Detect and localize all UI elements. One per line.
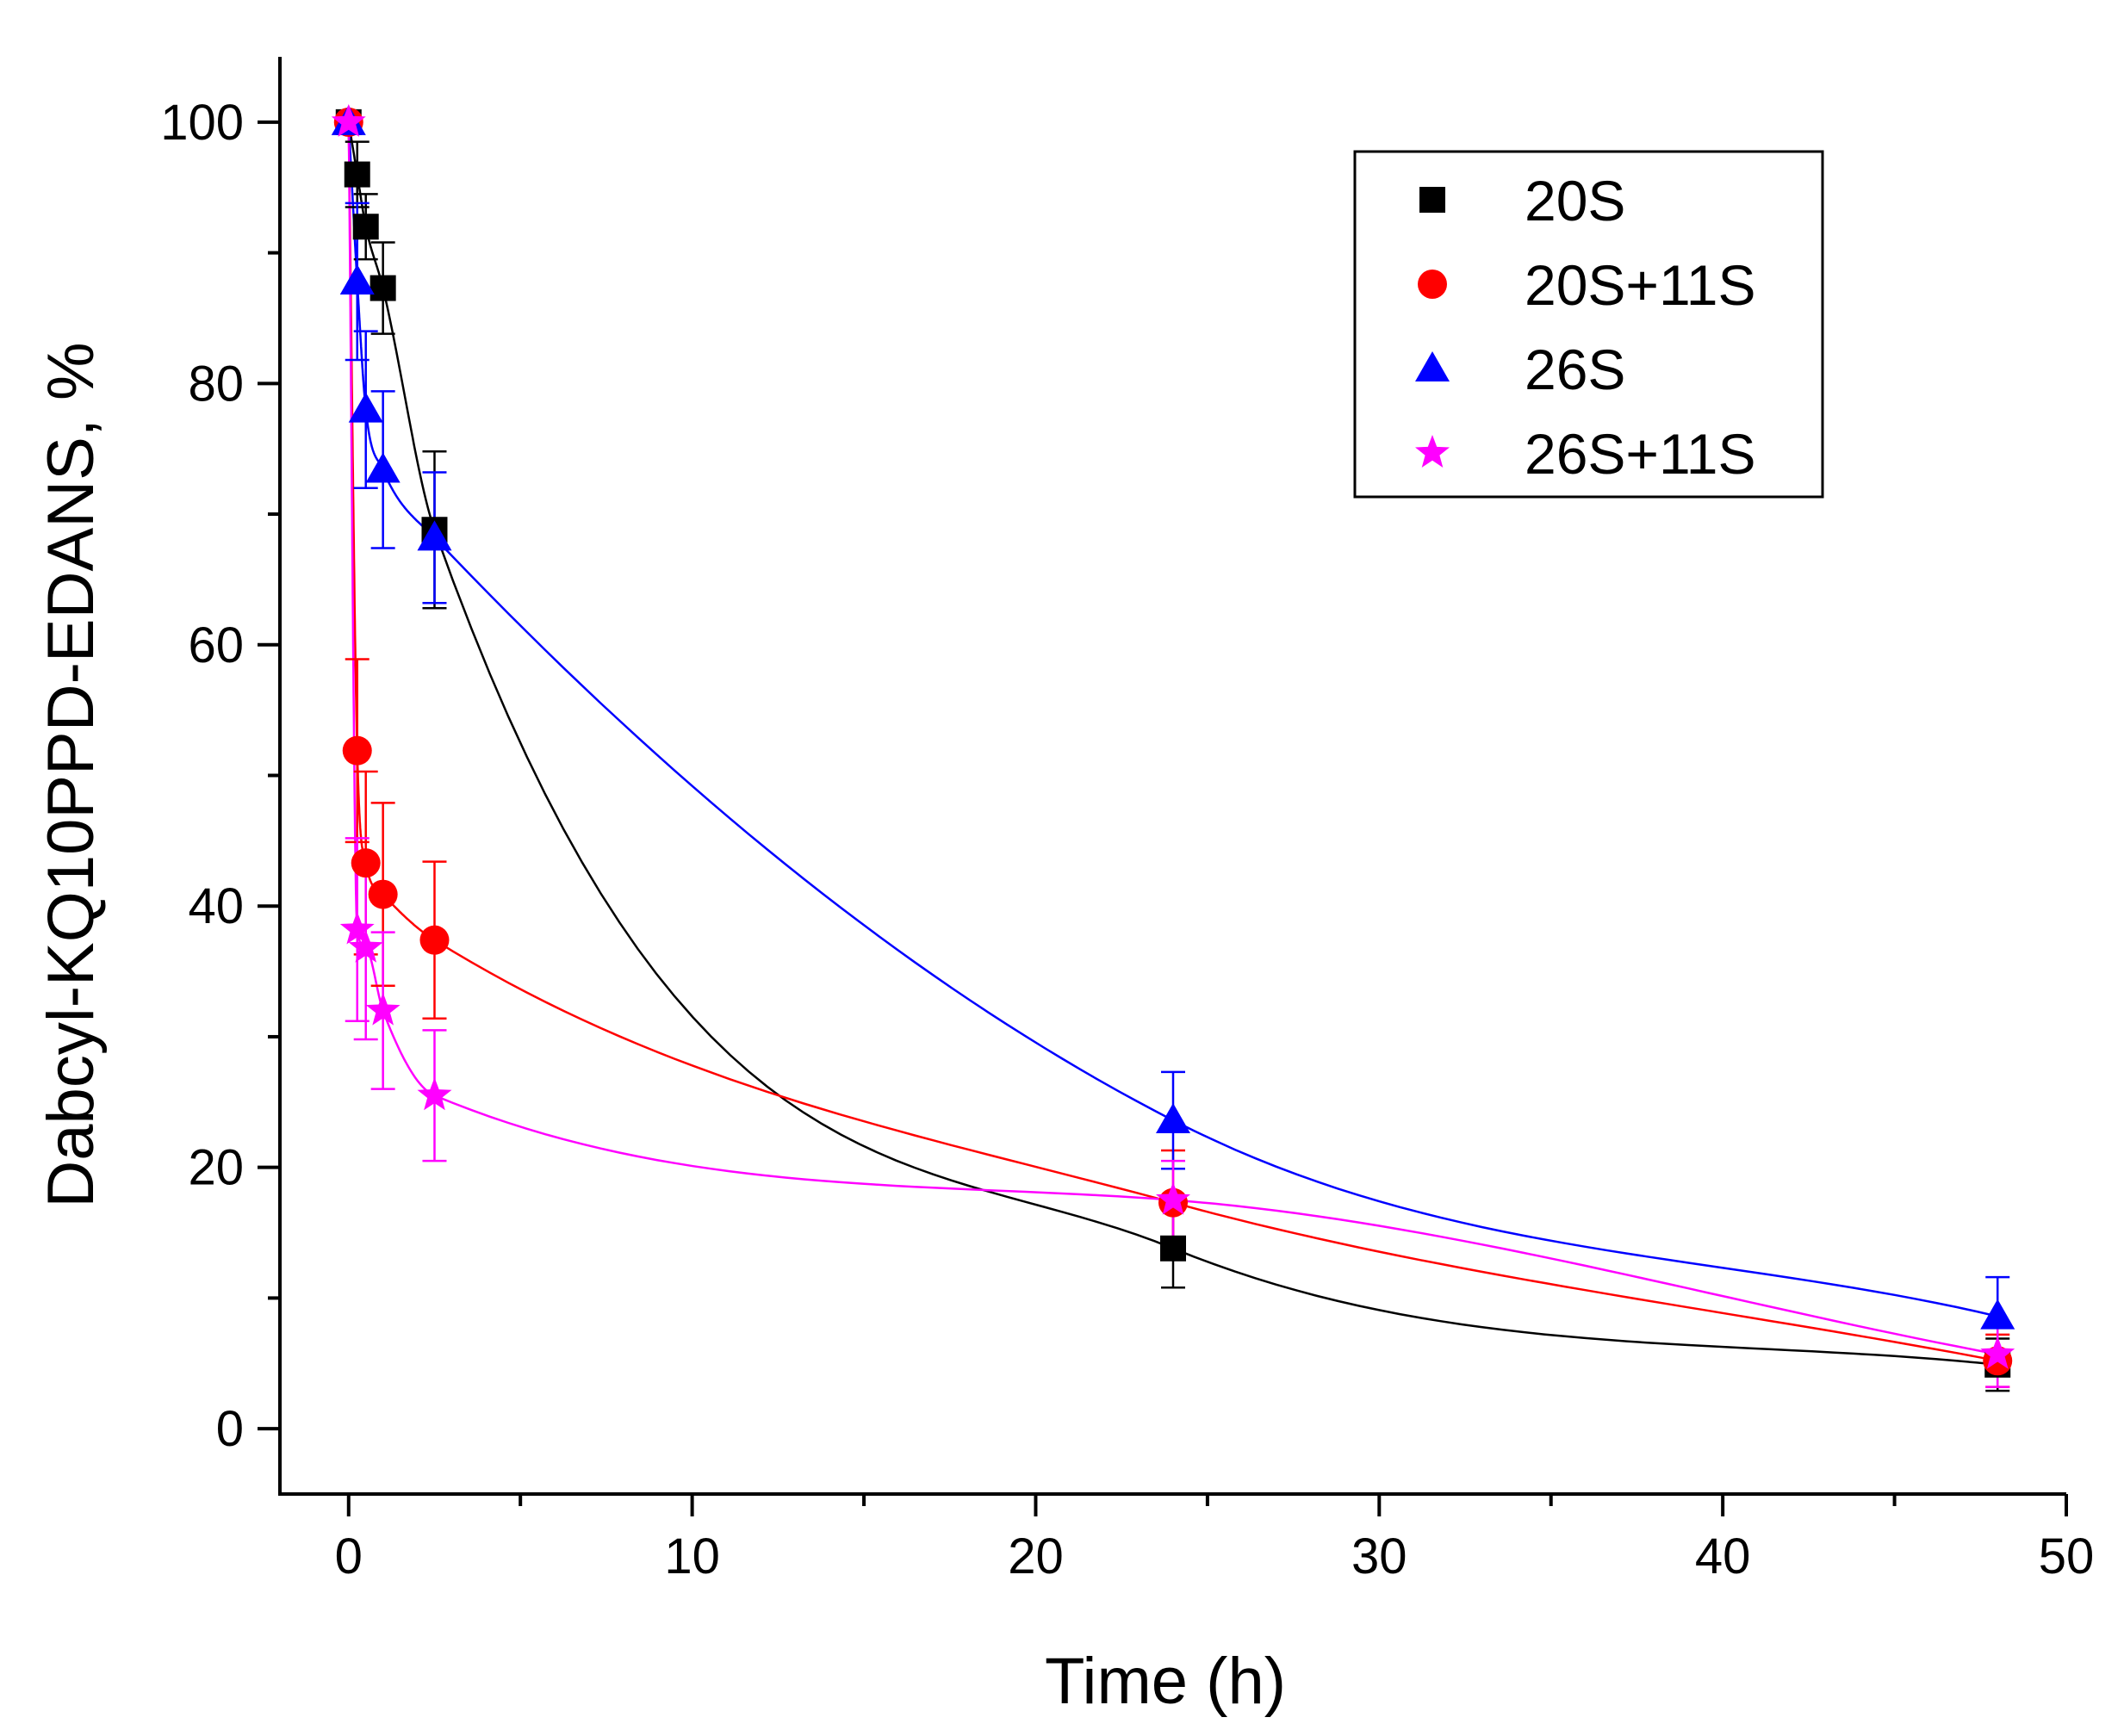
- data-point: [368, 879, 398, 909]
- data-point: [1156, 1181, 1190, 1215]
- data-point: [417, 520, 452, 551]
- y-tick-label: 100: [160, 95, 244, 151]
- data-point: [348, 392, 383, 423]
- data-point: [370, 275, 396, 301]
- legend-marker-20S+11S: [1418, 270, 1447, 299]
- x-tick-label: 50: [2039, 1528, 2095, 1584]
- legend-label: 26S+11S: [1525, 422, 1756, 486]
- data-markers: [331, 103, 2015, 1378]
- legend-label: 20S+11S: [1525, 253, 1756, 317]
- legend: 20S 20S+11S 26S 26S+11S: [1353, 150, 1824, 499]
- legend-label: 26S: [1525, 338, 1625, 401]
- data-point: [1156, 1103, 1190, 1134]
- legend-marker-26S+11S: [1415, 435, 1450, 468]
- x-tick-label: 30: [1351, 1528, 1407, 1584]
- data-point: [1980, 1336, 2015, 1369]
- legend-marker-20S: [1419, 187, 1445, 213]
- data-point: [352, 214, 379, 240]
- data-point: [348, 929, 383, 963]
- data-point: [1160, 1235, 1186, 1262]
- data-point: [351, 848, 381, 878]
- y-tick-label: 80: [188, 356, 244, 412]
- y-axis-title: Dabcyl-KQ10PPD-EDANS, %: [34, 342, 108, 1207]
- data-point: [342, 735, 372, 766]
- data-point: [419, 925, 450, 955]
- y-tick-label: 20: [188, 1140, 244, 1196]
- x-axis-title: Time (h): [1045, 1645, 1286, 1718]
- data-point: [1980, 1299, 2015, 1330]
- axes: 0 10 20 30 40 50 0 20 40 60 80 100: [160, 57, 2094, 1584]
- data-point: [417, 1077, 452, 1111]
- x-tick-label: 0: [335, 1528, 363, 1584]
- x-tick-label: 10: [664, 1528, 720, 1584]
- data-point: [344, 161, 370, 188]
- y-tick-label: 0: [216, 1401, 244, 1457]
- y-tick-label: 60: [188, 617, 244, 673]
- x-tick-label: 40: [1695, 1528, 1751, 1584]
- data-point: [339, 911, 375, 945]
- legend-label: 20S: [1525, 169, 1625, 232]
- data-point: [339, 264, 375, 294]
- data-point: [365, 992, 401, 1026]
- y-tick-label: 40: [188, 878, 244, 934]
- data-point: [365, 452, 401, 483]
- data-point: [331, 103, 366, 137]
- x-tick-label: 20: [1008, 1528, 1064, 1584]
- legend-marker-26S: [1415, 351, 1450, 381]
